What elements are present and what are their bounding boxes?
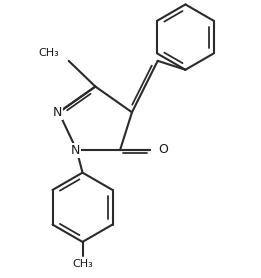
Text: N: N (71, 144, 80, 157)
Text: O: O (159, 143, 169, 157)
Text: CH₃: CH₃ (38, 48, 59, 58)
Text: N: N (53, 106, 62, 119)
Text: CH₃: CH₃ (72, 259, 93, 269)
